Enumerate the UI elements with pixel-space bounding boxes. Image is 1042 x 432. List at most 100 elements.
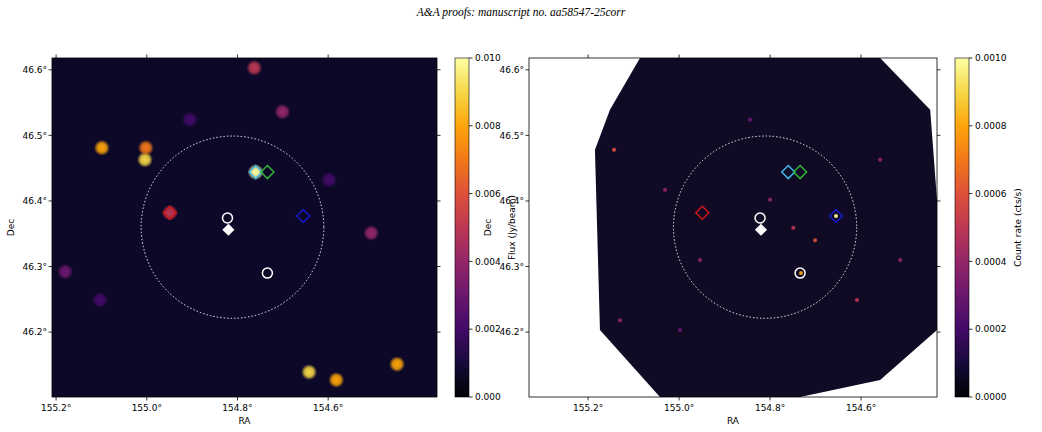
circle-marker [222, 213, 232, 223]
filled-diamond-marker [223, 225, 233, 235]
source [162, 205, 178, 221]
panel: 155.2° 155.0° 154.8° 154.6° 46.2° 46.3° 46.4° 4… [483, 53, 1023, 426]
y-tick-right [937, 200, 941, 201]
y-tick [49, 266, 53, 267]
diamond-marker [261, 166, 274, 179]
x-tick-label: 154.6° [313, 403, 343, 413]
colorbar-tick-label: 0.002 [475, 324, 501, 334]
y-tick-label: 46.5° [22, 131, 47, 141]
y-tick-label: 46.5° [499, 131, 524, 141]
colorbar-tick [469, 125, 473, 126]
colorbar-tick [969, 261, 973, 262]
y-tick [49, 200, 53, 201]
colorbar-tick-label: 0.0008 [975, 121, 1007, 131]
x-tick-top [56, 55, 57, 59]
colorbar-tick-label: 0.0002 [975, 324, 1007, 334]
circle-marker [755, 213, 765, 223]
diamond-marker [297, 210, 310, 223]
colorbar-tick-label: 0.000 [475, 392, 501, 402]
colorbar-tick [469, 261, 473, 262]
y-tick [526, 266, 530, 267]
region-circle [141, 136, 324, 318]
colorbar-tick-label: 0.0010 [975, 53, 1007, 63]
source [182, 112, 198, 128]
y-tick-right [437, 200, 441, 201]
y-tick-label: 46.4° [499, 196, 524, 206]
x-tick-top [237, 55, 238, 59]
colorbar-tick-label: 0.0000 [975, 392, 1007, 402]
footprint [595, 58, 937, 397]
x-tick-top [770, 55, 771, 59]
source [321, 172, 337, 188]
colorbar-tick [469, 58, 473, 59]
colorbar-title: Count rate (cts/s) [1013, 188, 1023, 267]
x-tick [328, 397, 329, 401]
x-tick-label: 155.2° [573, 403, 603, 413]
y-tick-right [937, 266, 941, 267]
diamond-marker [794, 166, 807, 179]
frame [529, 58, 937, 397]
x-tick-label: 154.6° [846, 403, 876, 413]
x-tick [588, 397, 589, 401]
y-tick [526, 69, 530, 70]
y-axis-title: Dec [483, 219, 493, 236]
x-axis-title: RA [727, 416, 740, 426]
source [767, 197, 772, 202]
source [363, 225, 379, 241]
frame [52, 58, 437, 397]
y-tick [526, 135, 530, 136]
x-tick-label: 154.8° [222, 403, 252, 413]
source [833, 213, 838, 218]
source [791, 225, 796, 230]
colorbar-tick-label: 0.004 [475, 257, 501, 267]
y-tick [49, 332, 53, 333]
y-tick-right [437, 135, 441, 136]
colorbar-tick [969, 125, 973, 126]
source [697, 257, 702, 262]
y-axis-title: Dec [6, 219, 16, 236]
x-axis-title: RA [238, 416, 251, 426]
y-tick-label: 46.3° [22, 262, 47, 272]
source [898, 257, 903, 262]
circle-marker [262, 268, 272, 278]
colorbar-tick-label: 0.008 [475, 121, 501, 131]
source [92, 292, 108, 308]
diamond-marker [696, 206, 709, 219]
source [274, 104, 290, 120]
source [138, 140, 154, 156]
x-tick-label: 155.0° [132, 403, 162, 413]
x-tick-top [588, 55, 589, 59]
source [747, 117, 752, 122]
x-tick-label: 155.0° [664, 403, 694, 413]
colorbar [455, 58, 469, 397]
header: A&A proofs: manuscript no. aa58547-25cor… [416, 6, 626, 19]
colorbar-tick [469, 193, 473, 194]
colorbar-tick [969, 193, 973, 194]
x-tick [770, 397, 771, 401]
y-tick-right [437, 69, 441, 70]
colorbar [955, 58, 969, 397]
y-tick-label: 46.6° [499, 65, 524, 75]
x-tick-label: 154.8° [755, 403, 785, 413]
y-tick [526, 332, 530, 333]
y-tick [526, 200, 530, 201]
diamond-marker [163, 206, 176, 219]
region-circle [673, 136, 856, 318]
y-tick [49, 135, 53, 136]
colorbar-tick-label: 0.010 [475, 53, 501, 63]
y-tick-right [437, 266, 441, 267]
source [57, 264, 73, 280]
colorbar-tick-label: 0.006 [475, 189, 501, 199]
colorbar-tick-label: 0.0006 [975, 189, 1007, 199]
y-tick-label: 46.4° [22, 196, 47, 206]
y-tick-label: 46.3° [499, 262, 524, 272]
source [611, 147, 616, 152]
colorbar-tick [969, 58, 973, 59]
y-tick-right [937, 135, 941, 136]
colorbar-tick [969, 397, 973, 398]
x-tick-label: 155.2° [41, 403, 71, 413]
y-tick-label: 46.2° [499, 327, 524, 337]
colorbar-tick-label: 0.0004 [975, 257, 1007, 267]
source [662, 187, 667, 192]
x-tick-top [679, 55, 680, 59]
